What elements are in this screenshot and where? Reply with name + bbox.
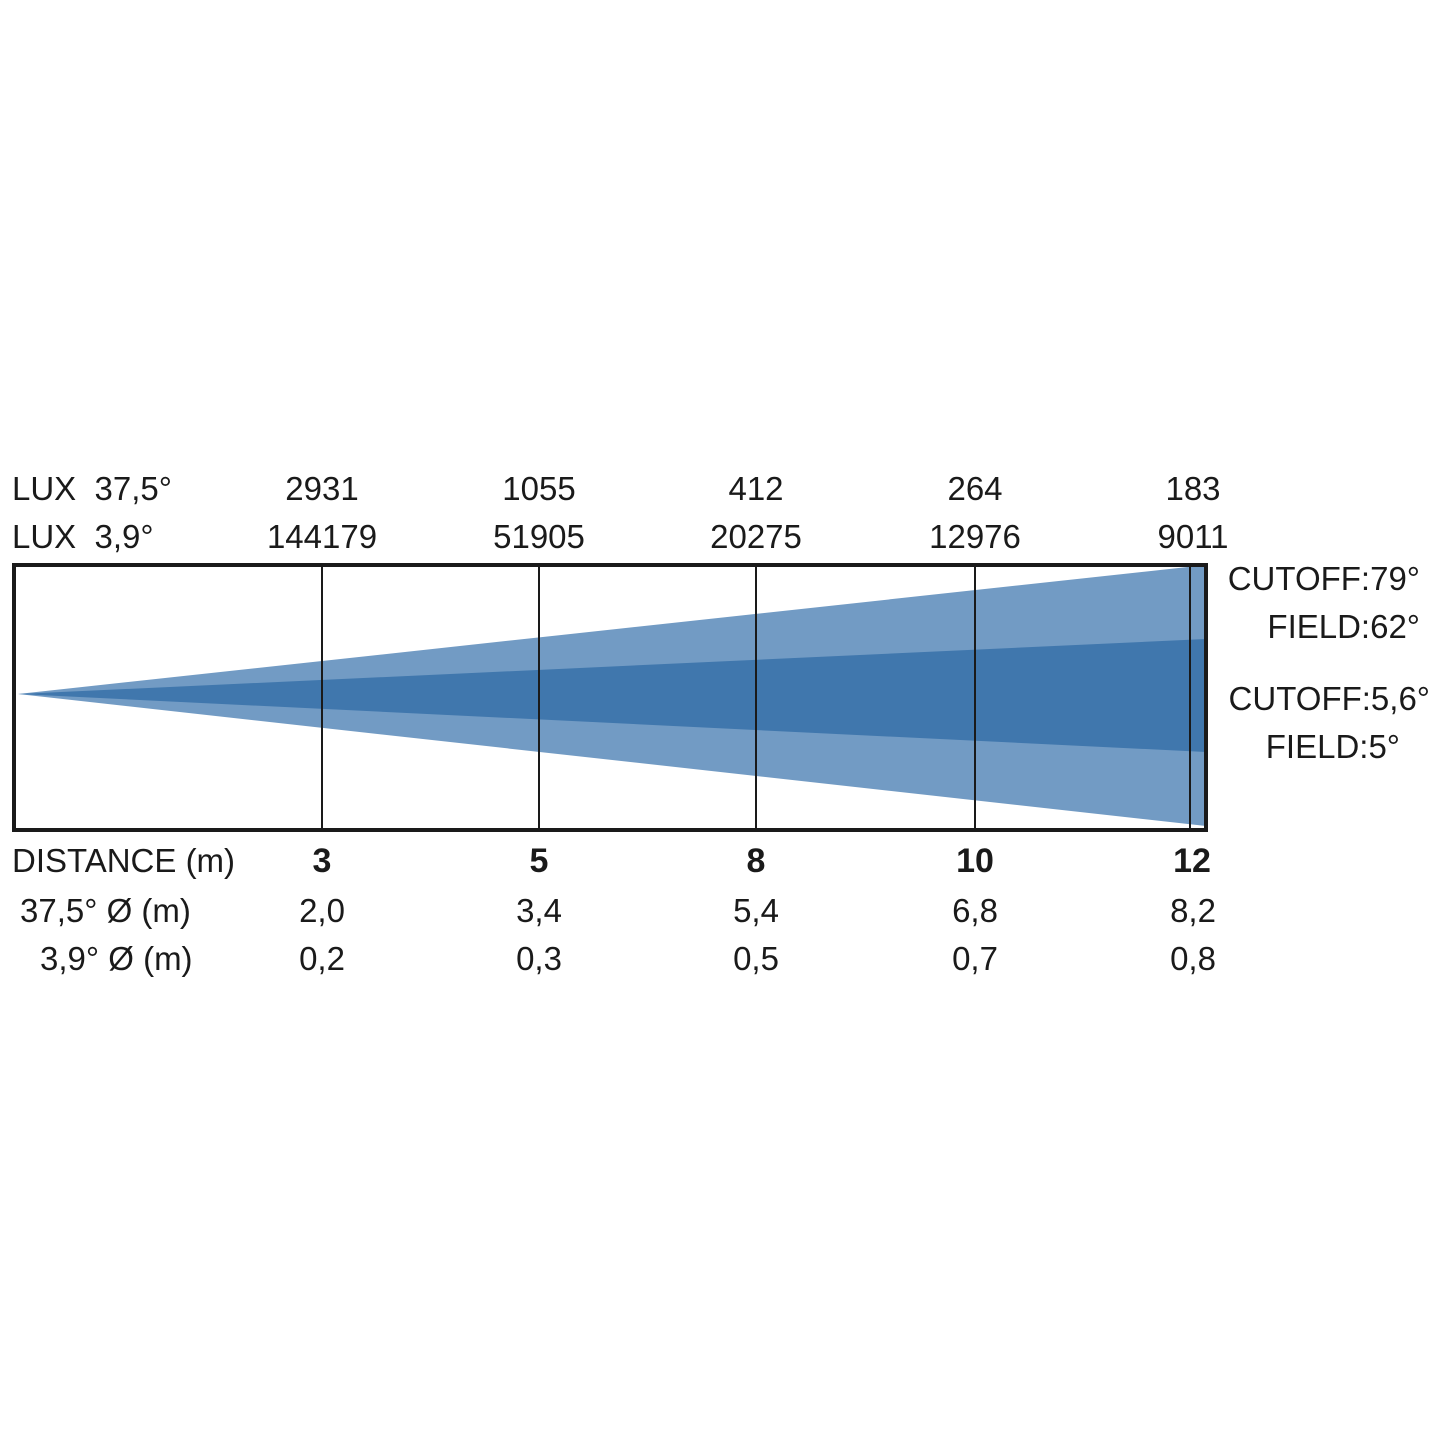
distance-columns: 2931 144179 3 2,0 0,2 1055 51905 5 3,4 0,3 412 2027…	[267, 470, 1229, 977]
diameter-wide-value: 3,4	[516, 892, 562, 929]
lux-wide-value: 264	[947, 470, 1002, 507]
lux-narrow-value: 9011	[1158, 518, 1229, 555]
diameter-wide-value: 5,4	[733, 892, 779, 929]
narrow-cutoff-label: CUTOFF:5,6°	[1229, 680, 1430, 717]
distance-value: 5	[530, 842, 549, 880]
distance-row-label: DISTANCE (m)	[12, 842, 235, 879]
lux-narrow-value: 144179	[267, 518, 377, 555]
lux-narrow-value: 12976	[929, 518, 1021, 555]
wide-field-label: FIELD:62°	[1267, 608, 1420, 645]
lux-wide-value: 1055	[502, 470, 575, 507]
diameter-narrow-value: 0,8	[1170, 940, 1216, 977]
lux-narrow-value: 20275	[710, 518, 802, 555]
diameter-narrow-value: 0,7	[952, 940, 998, 977]
lux-wide-value: 2931	[285, 470, 358, 507]
distance-value: 8	[747, 842, 766, 880]
diameter-narrow-value: 0,2	[299, 940, 345, 977]
diameter-narrow-value: 0,5	[733, 940, 779, 977]
distance-value: 10	[956, 842, 994, 880]
diameter-wide-row-label: 37,5° Ø (m)	[20, 892, 191, 929]
diameter-wide-value: 8,2	[1170, 892, 1216, 929]
lux-wide-value: 412	[728, 470, 783, 507]
beam-cones	[18, 565, 1206, 826]
diameter-narrow-value: 0,3	[516, 940, 562, 977]
distance-value: 3	[313, 842, 332, 880]
distance-value: 12	[1173, 842, 1211, 880]
wide-cutoff-label: CUTOFF:79°	[1228, 560, 1420, 597]
diagram-frame	[12, 563, 1208, 832]
narrow-beam-cone	[18, 639, 1206, 752]
lux-wide-value: 183	[1165, 470, 1220, 507]
diameter-wide-value: 6,8	[952, 892, 998, 929]
lux-narrow-value: 51905	[493, 518, 585, 555]
diameter-narrow-row-label: 3,9° Ø (m)	[40, 940, 193, 977]
lux-narrow-row-label: LUX 3,9°	[12, 518, 154, 555]
diameter-wide-value: 2,0	[299, 892, 345, 929]
distance-gridlines	[321, 565, 976, 830]
narrow-field-label: FIELD:5°	[1266, 728, 1400, 765]
lux-wide-row-label: LUX 37,5°	[12, 470, 172, 507]
